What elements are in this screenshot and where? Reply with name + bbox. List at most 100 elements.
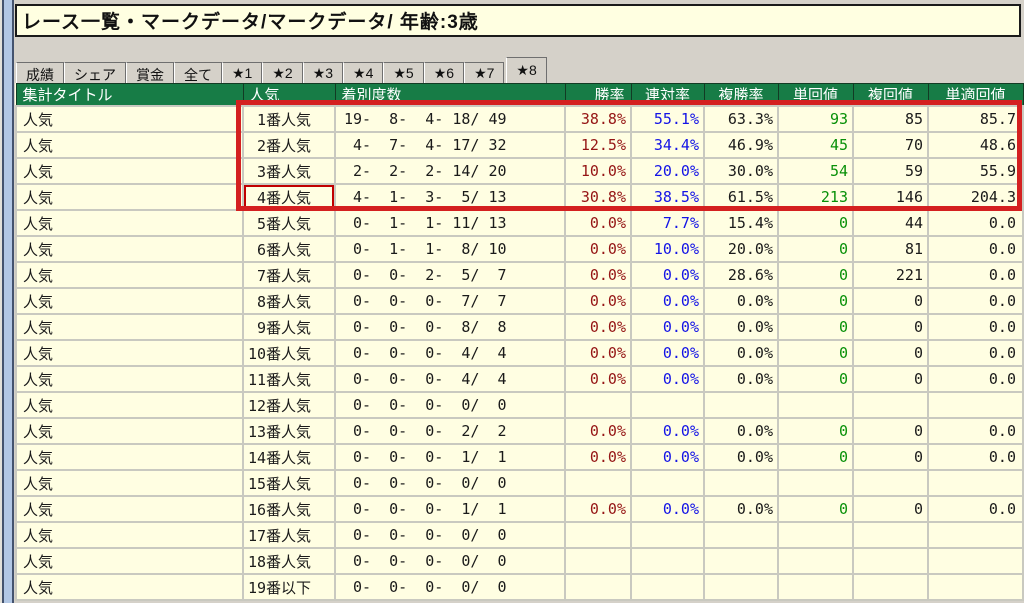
adj-win-roi-cell[interactable]: 0.0 <box>927 235 1024 263</box>
place-roi-cell[interactable]: 0 <box>852 339 929 367</box>
quinella-rate-cell[interactable]: 0.0% <box>630 313 705 341</box>
finish-counts-cell[interactable]: 0- 0- 0- 2/ 2 <box>334 417 566 445</box>
quinella-rate-cell[interactable]: 7.7% <box>630 209 705 237</box>
win-roi-cell[interactable]: 213 <box>777 183 854 211</box>
win-rate-cell[interactable] <box>564 521 632 549</box>
show-rate-cell[interactable]: 30.0% <box>703 157 779 185</box>
show-rate-cell[interactable]: 0.0% <box>703 365 779 393</box>
adj-win-roi-cell[interactable]: 0.0 <box>927 495 1024 523</box>
finish-counts-cell[interactable]: 2- 2- 2- 14/ 20 <box>334 157 566 185</box>
agg-title-cell[interactable]: 人気 <box>15 105 244 133</box>
window-splitter[interactable] <box>0 0 14 603</box>
finish-counts-cell[interactable]: 0- 1- 1- 11/ 13 <box>334 209 566 237</box>
quinella-rate-cell[interactable] <box>630 391 705 419</box>
win-roi-cell[interactable] <box>777 573 854 601</box>
agg-title-cell[interactable]: 人気 <box>15 391 244 419</box>
win-rate-cell[interactable]: 0.0% <box>564 235 632 263</box>
rank-cell[interactable]: 16番人気 <box>242 495 336 523</box>
place-roi-cell[interactable]: 146 <box>852 183 929 211</box>
win-roi-cell[interactable]: 0 <box>777 313 854 341</box>
rank-cell[interactable]: 17番人気 <box>242 521 336 549</box>
tab-all[interactable]: 全て <box>174 62 222 83</box>
finish-counts-cell[interactable]: 0- 0- 0- 1/ 1 <box>334 495 566 523</box>
quinella-rate-cell[interactable]: 0.0% <box>630 417 705 445</box>
tab-star1[interactable]: ★1 <box>222 62 263 83</box>
agg-title-cell[interactable]: 人気 <box>15 417 244 445</box>
show-rate-cell[interactable]: 0.0% <box>703 417 779 445</box>
quinella-rate-cell[interactable] <box>630 547 705 575</box>
finish-counts-cell[interactable]: 0- 0- 2- 5/ 7 <box>334 261 566 289</box>
win-roi-cell[interactable]: 0 <box>777 235 854 263</box>
rank-cell[interactable]: 1番人気 <box>242 105 336 133</box>
agg-title-cell[interactable]: 人気 <box>15 287 244 315</box>
adj-win-roi-cell[interactable]: 55.9 <box>927 157 1024 185</box>
adj-win-roi-cell[interactable]: 0.0 <box>927 443 1024 471</box>
tab-star8[interactable]: ★8 <box>506 57 547 83</box>
agg-title-cell[interactable]: 人気 <box>15 573 244 601</box>
rank-cell[interactable]: 14番人気 <box>242 443 336 471</box>
adj-win-roi-cell[interactable]: 0.0 <box>927 417 1024 445</box>
show-rate-cell[interactable]: 0.0% <box>703 313 779 341</box>
adj-win-roi-cell[interactable]: 48.6 <box>927 131 1024 159</box>
place-roi-cell[interactable]: 0 <box>852 365 929 393</box>
win-rate-cell[interactable] <box>564 469 632 497</box>
adj-win-roi-cell[interactable] <box>927 469 1024 497</box>
win-roi-cell[interactable]: 0 <box>777 365 854 393</box>
show-rate-cell[interactable]: 28.6% <box>703 261 779 289</box>
agg-title-cell[interactable]: 人気 <box>15 131 244 159</box>
adj-win-roi-cell[interactable]: 0.0 <box>927 365 1024 393</box>
finish-counts-cell[interactable]: 0- 0- 0- 0/ 0 <box>334 391 566 419</box>
show-rate-cell[interactable] <box>703 547 779 575</box>
place-roi-cell[interactable]: 85 <box>852 105 929 133</box>
show-rate-cell[interactable] <box>703 521 779 549</box>
place-roi-cell[interactable]: 0 <box>852 287 929 315</box>
win-rate-cell[interactable] <box>564 391 632 419</box>
show-rate-cell[interactable]: 20.0% <box>703 235 779 263</box>
quinella-rate-cell[interactable]: 20.0% <box>630 157 705 185</box>
agg-title-cell[interactable]: 人気 <box>15 547 244 575</box>
adj-win-roi-cell[interactable]: 0.0 <box>927 287 1024 315</box>
win-rate-cell[interactable]: 0.0% <box>564 287 632 315</box>
win-rate-cell[interactable]: 0.0% <box>564 209 632 237</box>
show-rate-cell[interactable]: 63.3% <box>703 105 779 133</box>
agg-title-cell[interactable]: 人気 <box>15 469 244 497</box>
rank-cell[interactable]: 5番人気 <box>242 209 336 237</box>
finish-counts-cell[interactable]: 0- 0- 0- 0/ 0 <box>334 469 566 497</box>
show-rate-cell[interactable]: 0.0% <box>703 443 779 471</box>
place-roi-cell[interactable]: 81 <box>852 235 929 263</box>
agg-title-cell[interactable]: 人気 <box>15 157 244 185</box>
tab-share[interactable]: シェア <box>64 62 126 83</box>
win-rate-cell[interactable]: 0.0% <box>564 495 632 523</box>
finish-counts-cell[interactable]: 19- 8- 4- 18/ 49 <box>334 105 566 133</box>
adj-win-roi-cell[interactable]: 204.3 <box>927 183 1024 211</box>
win-roi-cell[interactable]: 45 <box>777 131 854 159</box>
tab-star6[interactable]: ★6 <box>423 62 465 83</box>
rank-cell[interactable]: 3番人気 <box>242 157 336 185</box>
win-roi-cell[interactable] <box>777 391 854 419</box>
place-roi-cell[interactable]: 44 <box>852 209 929 237</box>
quinella-rate-cell[interactable]: 0.0% <box>630 443 705 471</box>
agg-title-cell[interactable]: 人気 <box>15 443 244 471</box>
tab-results[interactable]: 成績 <box>16 62 64 83</box>
finish-counts-cell[interactable]: 0- 0- 0- 4/ 4 <box>334 365 566 393</box>
win-rate-cell[interactable]: 30.8% <box>564 183 632 211</box>
win-roi-cell[interactable] <box>777 469 854 497</box>
show-rate-cell[interactable] <box>703 391 779 419</box>
adj-win-roi-cell[interactable]: 0.0 <box>927 339 1024 367</box>
rank-cell[interactable]: 12番人気 <box>242 391 336 419</box>
finish-counts-cell[interactable]: 0- 0- 0- 1/ 1 <box>334 443 566 471</box>
show-rate-cell[interactable]: 0.0% <box>703 495 779 523</box>
quinella-rate-cell[interactable]: 0.0% <box>630 365 705 393</box>
agg-title-cell[interactable]: 人気 <box>15 209 244 237</box>
place-roi-cell[interactable] <box>852 391 929 419</box>
quinella-rate-cell[interactable] <box>630 573 705 601</box>
win-roi-cell[interactable]: 0 <box>777 261 854 289</box>
win-roi-cell[interactable]: 0 <box>777 417 854 445</box>
rank-cell[interactable]: 9番人気 <box>242 313 336 341</box>
win-rate-cell[interactable]: 0.0% <box>564 261 632 289</box>
quinella-rate-cell[interactable]: 10.0% <box>630 235 705 263</box>
win-roi-cell[interactable]: 0 <box>777 287 854 315</box>
adj-win-roi-cell[interactable] <box>927 547 1024 575</box>
place-roi-cell[interactable] <box>852 547 929 575</box>
agg-title-cell[interactable]: 人気 <box>15 339 244 367</box>
